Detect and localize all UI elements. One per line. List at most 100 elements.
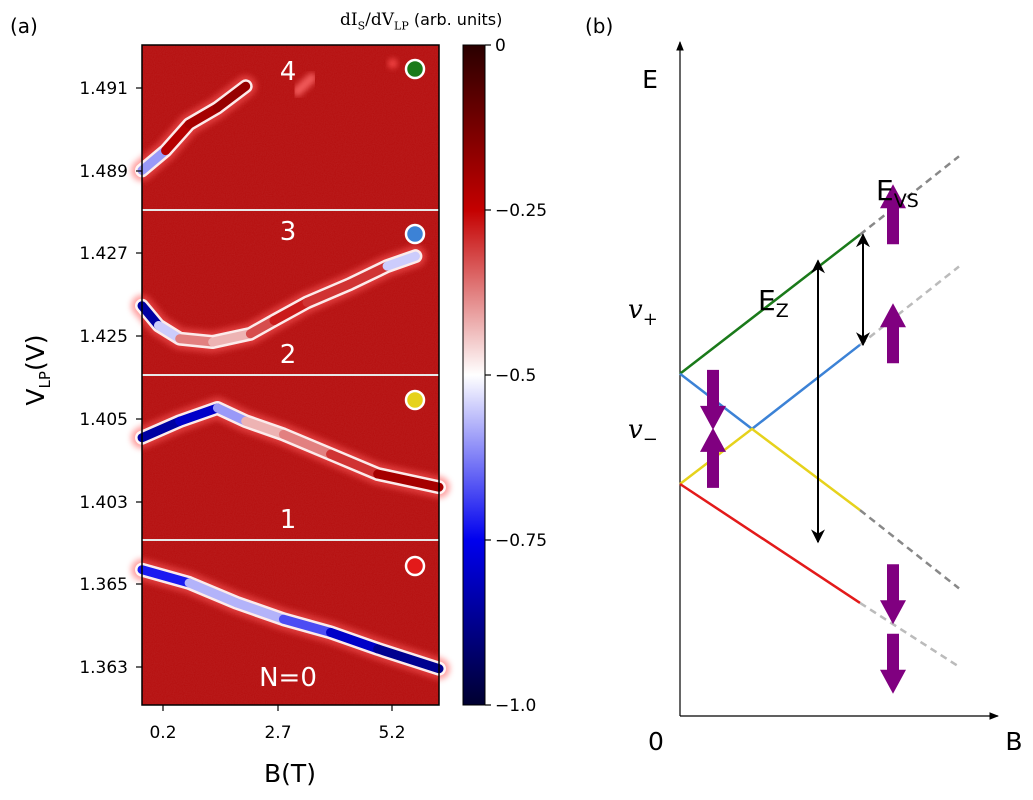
field-axis-label: B xyxy=(1005,727,1022,756)
trace-segment xyxy=(184,578,241,608)
spin-down-arrow-icon xyxy=(700,369,726,430)
evs-sub: VS xyxy=(894,190,919,212)
marker-dot-yellow xyxy=(404,389,426,411)
level-red xyxy=(679,482,861,604)
trace-segment xyxy=(373,469,444,492)
y-ticks xyxy=(136,87,142,668)
y-axis-title: VLP(V) xyxy=(21,334,54,405)
heatmap-svg: 4 3 2 1 N=0 1.491 1.489 1.427 1.425 1.40… xyxy=(21,36,547,788)
y-axis-title-main: V xyxy=(21,388,50,405)
trace-segment xyxy=(208,329,255,347)
trace-segment xyxy=(212,403,251,426)
y-tick-label: 1.403 xyxy=(79,493,128,513)
y-tick-label: 1.489 xyxy=(79,162,128,182)
v-minus-sub: − xyxy=(643,429,658,450)
trace-segment xyxy=(137,565,194,588)
trace-segment xyxy=(382,251,420,271)
colorbar-title-tail: (arb. units) xyxy=(408,10,503,29)
v-minus-main: v xyxy=(628,415,643,445)
energy-axis-label: E xyxy=(642,65,658,94)
ez-sub: Z xyxy=(776,300,789,322)
subpanel-label-2: 2 xyxy=(280,340,297,370)
trace-faint xyxy=(292,73,317,97)
colorbar-tick-label: −1.0 xyxy=(495,696,536,716)
level-extension xyxy=(859,601,960,668)
trace-segment xyxy=(161,119,194,156)
heatmap-frame xyxy=(141,44,440,706)
spin-down-arrow-icon xyxy=(880,564,906,625)
trace-segment xyxy=(278,614,336,637)
heatmap-panel: dIS/dVLP (arb. units) 4 3 xyxy=(21,10,547,788)
colorbar-tick-label: 0 xyxy=(495,36,506,56)
y-axis-title-sub: LP xyxy=(36,371,54,388)
trace-segment xyxy=(344,261,392,289)
trace-segment xyxy=(373,644,444,674)
level-extension xyxy=(859,155,960,236)
x-ticks xyxy=(162,705,393,711)
trace-segment xyxy=(212,81,251,113)
colorbar-tick-label: −0.25 xyxy=(495,201,547,221)
trace-segment xyxy=(326,449,383,479)
colorbar xyxy=(462,44,486,706)
spin-up-arrow-icon xyxy=(880,184,906,245)
subpanel-label-n0: N=0 xyxy=(259,663,317,693)
subpanel-label-4: 4 xyxy=(280,57,297,87)
y-tick-label: 1.491 xyxy=(79,79,128,99)
y-tick-label: 1.427 xyxy=(79,244,128,264)
trace-segment xyxy=(137,416,185,443)
x-tick-label: 5.2 xyxy=(378,723,405,743)
trace-segment xyxy=(184,103,222,129)
v-plus-main: v xyxy=(628,295,643,325)
level-green xyxy=(679,233,861,375)
origin-label: 0 xyxy=(648,727,664,756)
v-plus-sub: + xyxy=(643,309,658,330)
trace-segment xyxy=(326,627,383,654)
colorbar-title: dIS/dVLP (arb. units) xyxy=(340,10,502,32)
level-extension xyxy=(859,509,960,590)
energy-diagram: E B 0 v+ v− EZ EVS xyxy=(628,41,1023,756)
y-tick-label: 1.365 xyxy=(79,575,128,595)
heatmap-traces xyxy=(131,58,450,680)
v-plus-label: v+ xyxy=(628,295,658,330)
trace-segment xyxy=(175,403,222,426)
spin-down-arrow-icon xyxy=(880,633,906,694)
marker-dot-red xyxy=(404,555,426,577)
colorbar-title-sub2: LP xyxy=(394,19,409,33)
trace-segment xyxy=(241,416,288,439)
subpanel-label-3: 3 xyxy=(280,217,297,247)
panel-a-label: (a) xyxy=(10,14,38,38)
spin-up-arrow-icon xyxy=(880,303,906,364)
y-tick-label: 1.405 xyxy=(79,410,128,430)
colorbar-ticks xyxy=(485,44,491,706)
trace-segment xyxy=(231,598,288,624)
y-axis-title-tail: (V) xyxy=(21,334,50,371)
trace-segment xyxy=(302,279,354,307)
level-extension xyxy=(859,265,960,346)
trace-segment xyxy=(269,297,312,326)
y-tick-label: 1.363 xyxy=(79,658,128,678)
colorbar-title-main: dI xyxy=(340,10,358,30)
marker-dot-green xyxy=(404,58,426,80)
evs-label: EVS xyxy=(876,174,919,212)
energy-levels xyxy=(679,155,960,668)
colorbar-tick-label: −0.75 xyxy=(495,531,547,551)
v-minus-label: v− xyxy=(628,415,658,450)
marker-dot-blue xyxy=(404,223,426,245)
colorbar-title-sub1: S xyxy=(357,19,366,33)
spin-arrows xyxy=(700,184,906,694)
x-tick-label: 2.7 xyxy=(264,723,291,743)
x-tick-label: 0.2 xyxy=(149,723,176,743)
trace-spot xyxy=(387,58,398,69)
ez-main: E xyxy=(758,284,776,317)
subpanel-label-1: 1 xyxy=(280,505,297,535)
evs-main: E xyxy=(876,174,894,207)
trace-segment xyxy=(175,334,218,347)
y-tick-label: 1.425 xyxy=(79,327,128,347)
colorbar-title-mid: /dV xyxy=(365,10,395,30)
trace-segment xyxy=(245,316,279,339)
colorbar-tick-label: −0.5 xyxy=(495,366,536,386)
trace-segment xyxy=(278,429,336,459)
trace-segment xyxy=(137,146,171,175)
ez-label: EZ xyxy=(758,284,789,322)
panel-b-label: (b) xyxy=(585,14,614,38)
